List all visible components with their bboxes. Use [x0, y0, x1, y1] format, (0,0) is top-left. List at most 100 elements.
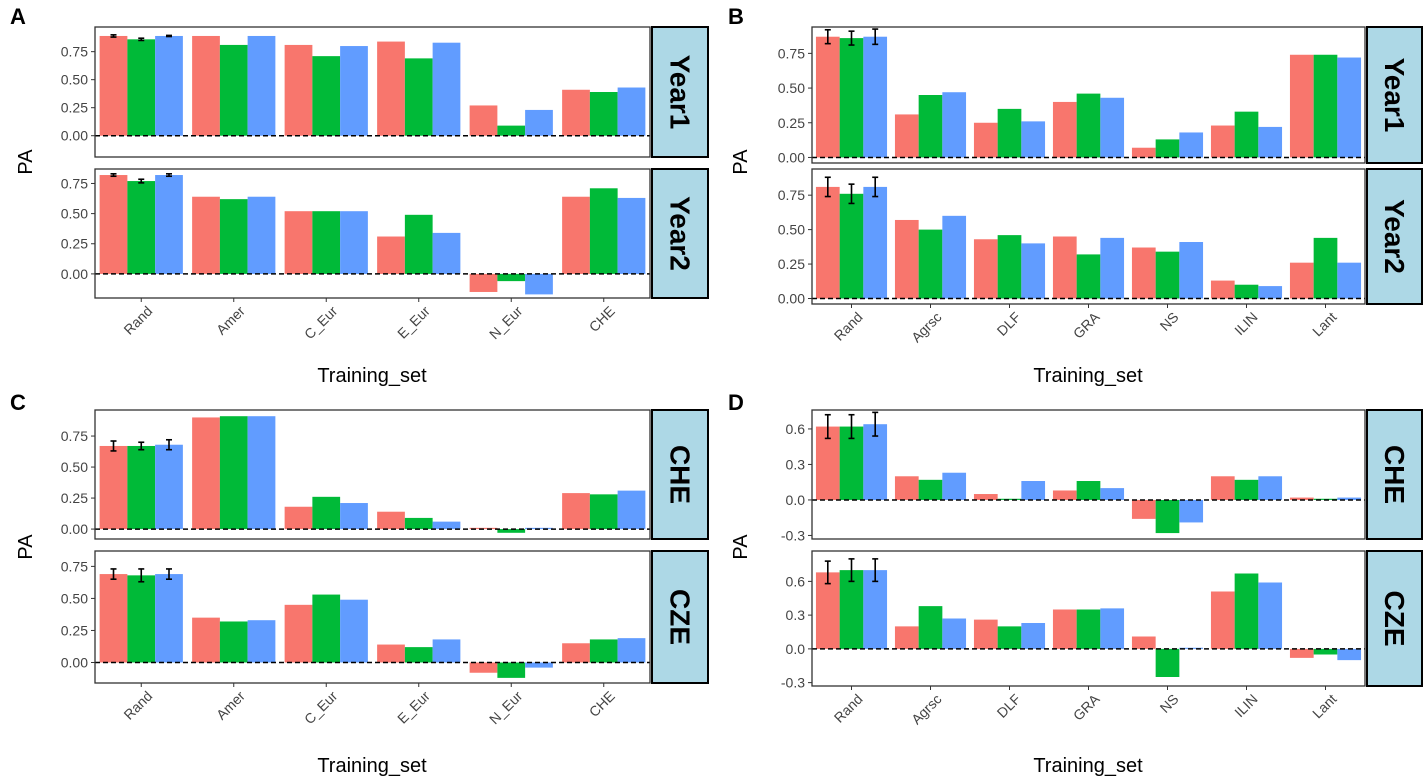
- panel-a-facet-year2-bar-rand-s1: [99, 175, 128, 274]
- panel-c-facet-che-bar-c_eur-s2: [312, 496, 341, 530]
- panel-a-xlabel: Training_set: [317, 365, 427, 387]
- panel-c-facet-cze-bar-rand-s2: [127, 575, 156, 663]
- panel-a-facet-year2-bar-che-s2: [589, 188, 618, 274]
- panel-d-facet-cze-bar-ilin-s2: [1234, 573, 1259, 649]
- panel-c-facet-che-bar-e_eur-s2: [404, 517, 433, 530]
- panel-d-xlabel: Training_set: [1033, 755, 1143, 777]
- panel-d-facet-che-bar-lant-s1: [1289, 497, 1314, 500]
- panel-a-facet-year2-bar-amer-s2: [219, 199, 248, 274]
- panel-d-facet-cze-bar-dlf-s1: [973, 619, 998, 649]
- panel-d-facet-che-strip: [1366, 409, 1423, 540]
- panel-c-facet-che: 0.00 0.25 0.50 0.75 CHE: [61, 409, 709, 540]
- panel-a-facet-year1-bar-e_eur-s3: [432, 42, 461, 136]
- panel-d-facet-che-bar-agrsc-s3: [942, 472, 967, 500]
- panel-d-facet-che-bar-gra-s3: [1100, 488, 1125, 500]
- panel-a-facet-year1-ytick-label-0: 0.00: [61, 128, 88, 144]
- panel-c-facet-cze-ytick-label-3: 0.75: [61, 558, 88, 574]
- panel-b-facet-year2-bar-dlf-s2: [997, 235, 1022, 299]
- panel-d-facet-cze-bar-lant-s3: [1337, 648, 1362, 661]
- panel-a-facet-year2-ytick-label-0: 0.00: [61, 266, 88, 282]
- panel-b-facet-year2-bar-agrsc-s3: [942, 215, 967, 299]
- panel-a-facet-year1-ytick-label-3: 0.75: [61, 44, 88, 60]
- panel-d-facet-cze-errorbar-rand-s2: [848, 558, 855, 583]
- panel-c-facet-cze-bar-e_eur-s1: [377, 644, 405, 663]
- panel-b-facet-year2-bar-agrsc-s2: [918, 229, 943, 299]
- panel-d-facet-cze-bar-lant-s1: [1289, 648, 1314, 658]
- panel-d-facet-cze-errorbar-rand-s3: [872, 558, 879, 583]
- panel-b-facet-year1-bar-rand-s1: [815, 36, 840, 158]
- panel-b-facet-year2-strip-label: Year2: [1379, 199, 1410, 274]
- panel-c-facet-che-strip-label: CHE: [665, 445, 696, 504]
- panel-b-facet-year1-ytick-label-2: 0.50: [778, 80, 805, 96]
- panel-d-facet-che-bar-dlf-s2: [997, 498, 1022, 500]
- panel-b-ylabel: PA: [730, 149, 752, 175]
- panel-c-facet-che-bar-amer-s3: [247, 416, 276, 530]
- panel-a-facet-year1-strip: [651, 26, 709, 158]
- panel-b-facet-year2-bar-agrsc-s1: [894, 219, 919, 299]
- panel-d-facet-cze-bar-ilin-s3: [1258, 582, 1283, 649]
- panel-d-facet-cze: -0.3 0.0 0.3 0.6 CZE: [781, 550, 1423, 691]
- panel-b-xtick-label-gra: GRA: [1070, 308, 1103, 341]
- panel-b-facet-year1-bar-ilin-s3: [1258, 126, 1283, 158]
- panel-c-facet-cze-ytick-label-1: 0.25: [61, 622, 88, 638]
- panel-a-facet-year1-strip-label: Year1: [665, 55, 696, 130]
- panel-c-facet-cze-bar-che-s3: [617, 638, 646, 663]
- panel-d-facet-che-bar-ns-s2: [1155, 499, 1180, 534]
- panel-a-xtick-label-e_eur: E_Eur: [394, 303, 433, 342]
- panel-b-facet-year2-bar-lant-s1: [1289, 262, 1314, 299]
- panel-d-xtick-label-agrsc: Agrsc: [908, 691, 945, 728]
- panel-c-facet-che-errorbar-rand-s1: [110, 440, 117, 452]
- panel-b-facet-year1-ytick-label-3: 0.75: [778, 45, 805, 61]
- panel-d-facet-che-bar-lant-s3: [1337, 497, 1362, 500]
- panel-c-facet-cze: 0.00 0.25 0.50 0.75 CZE: [61, 550, 709, 684]
- panel-c-facet-cze-strip-label: CZE: [665, 589, 696, 645]
- panel-b-facet-year2-errorbar-rand-s3: [872, 176, 879, 198]
- panel-c-facet-cze-errorbar-rand-s3: [166, 568, 172, 580]
- panel-a-facet-year2-ytick-label-3: 0.75: [61, 175, 88, 191]
- panel-c-facet-che-ytick-label-0: 0.00: [61, 521, 88, 537]
- panel-b-facet-year2-bar-gra-s2: [1076, 254, 1101, 299]
- panel-c-xtick-label-rand: Rand: [120, 688, 155, 723]
- panel-b-facet-year2-ytick-label-2: 0.50: [778, 222, 805, 238]
- panel-c-facet-cze-frame: [94, 550, 651, 684]
- panel-b-facet-year2-bar-rand-s3: [863, 186, 888, 299]
- panel-a-facet-year2-plot-area: [95, 169, 650, 298]
- panel-a-facet-year1-bar-c_eur-s2: [312, 56, 341, 136]
- panel-a-facet-year1-frame: [94, 26, 651, 158]
- panel-c-facet-cze-bar-n_eur-s2: [497, 662, 526, 678]
- panel-b: B 0.00 0.25 0.50 0.75 Year1 0.00 0.25 0.50 0.75 Ye…: [728, 4, 1423, 387]
- panel-c-facet-che-plot-area: [95, 410, 650, 539]
- panel-b-facet-year1-bar-rand-s2: [839, 38, 864, 158]
- panel-a-xtick-label-che: CHE: [586, 303, 618, 335]
- panel-d-facet-che-ytick-label-3: 0.6: [786, 421, 806, 437]
- panel-d-facet-che-ytick-label-1: 0.0: [786, 492, 806, 508]
- panel-d-facet-che-bar-ilin-s3: [1258, 476, 1283, 500]
- panel-d-facet-che-bar-ns-s3: [1179, 499, 1204, 523]
- panel-a-facet-year1-bar-rand-s2: [127, 39, 156, 136]
- panel-a-facet-year2-bar-che-s3: [617, 197, 646, 274]
- panel-c-facet-che-errorbar-rand-s2: [138, 441, 145, 451]
- panel-c-facet-cze-bar-c_eur-s1: [284, 604, 313, 663]
- panel-c-xlabel: Training_set: [317, 755, 427, 777]
- panel-b-facet-year2-errorbar-rand-s2: [848, 183, 855, 205]
- panel-d-facet-cze-bar-lant-s2: [1313, 648, 1338, 655]
- panel-a-facet-year2-ytick-label-2: 0.50: [61, 206, 88, 222]
- panel-d-facet-cze-ytick-label-0: -0.3: [781, 675, 805, 691]
- panel-b-facet-year2-bar-rand-s1: [815, 186, 840, 299]
- panel-a-facet-year2-bar-e_eur-s3: [432, 232, 461, 274]
- panel-b-facet-year1-bar-gra-s2: [1076, 93, 1101, 158]
- panel-c-facet-che-bar-amer-s2: [219, 416, 248, 530]
- panel-b-facet-year1-bar-ilin-s2: [1234, 111, 1259, 158]
- panel-d-facet-che-bar-ilin-s1: [1210, 476, 1235, 500]
- panel-a-facet-year2-ytick-label-1: 0.25: [61, 236, 88, 252]
- panel-d-facet-che-bar-gra-s1: [1052, 490, 1077, 500]
- panel-c-facet-cze-errorbar-rand-s1: [110, 568, 117, 580]
- panel-b-facet-year2: 0.00 0.25 0.50 0.75 Year2: [778, 168, 1423, 306]
- panel-d-facet-che-bar-agrsc-s1: [894, 476, 919, 500]
- panel-a-xtick-label-n_eur: N_Eur: [486, 303, 526, 343]
- panel-b-xtick-label-rand: Rand: [831, 309, 866, 344]
- panel-c-facet-cze-bar-e_eur-s2: [404, 647, 433, 663]
- panel-d-facet-cze-ytick-label-1: 0.0: [786, 641, 806, 657]
- panel-c-xtick-label-c_eur: C_Eur: [301, 688, 341, 728]
- panel-d-facet-che-plot-area: [812, 410, 1365, 539]
